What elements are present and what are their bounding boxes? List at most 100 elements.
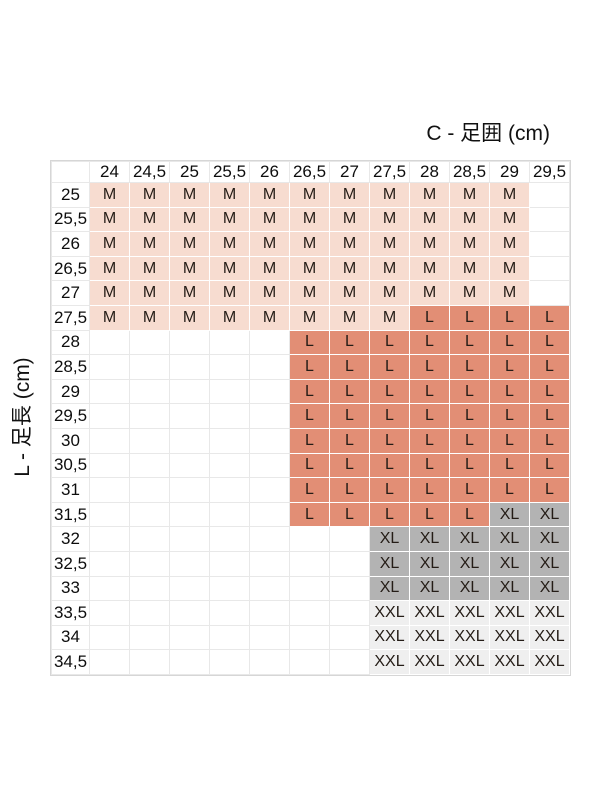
size-cell-empty [129, 354, 170, 380]
size-cell-empty [209, 427, 250, 454]
size-cell-m: M [249, 206, 290, 233]
size-cell-l: L [409, 354, 450, 380]
table-row: 28,5 L L L L L L L [51, 354, 570, 380]
size-cell-empty [129, 600, 170, 626]
size-cell-l: L [489, 378, 530, 405]
size-cell-xl: XL [369, 550, 410, 577]
table-row: 33 XL XL XL XL XL [51, 575, 570, 602]
table-row: 26 M M M M M M M M M M M [51, 231, 570, 257]
size-cell-l: L [489, 477, 530, 503]
corner-cell [51, 161, 90, 183]
size-cell-empty [169, 550, 210, 577]
size-cell-empty [129, 452, 170, 479]
size-cell-l: L [369, 501, 410, 528]
size-cell-xl: XL [489, 550, 530, 577]
table-row: 29,5 L L L L L L L [51, 403, 570, 429]
row-header: 32 [51, 526, 90, 552]
size-cell-l: L [369, 378, 410, 405]
col-header: 25 [169, 161, 210, 183]
size-cell-m: M [369, 231, 410, 257]
size-cell-m: M [89, 206, 130, 233]
table-row: 25 M M M M M M M M M M M [51, 182, 570, 208]
size-cell-xxl: XXL [409, 600, 450, 626]
row-header: 30 [51, 427, 90, 454]
size-cell-l: L [409, 477, 450, 503]
size-cell-xl: XL [529, 526, 570, 552]
size-cell-m: M [369, 280, 410, 306]
size-cell-m: M [209, 206, 250, 233]
size-cell-m: M [409, 231, 450, 257]
size-cell-empty [169, 575, 210, 602]
size-cell-l: L [289, 501, 330, 528]
size-cell-empty [209, 624, 250, 651]
size-cell-m: M [369, 206, 410, 233]
size-cell-l: L [369, 427, 410, 454]
size-cell-empty [249, 378, 290, 405]
table-row: 30,5 L L L L L L L [51, 452, 570, 479]
size-cell-empty [169, 501, 210, 528]
col-header: 26 [249, 161, 290, 183]
size-cell-empty [209, 452, 250, 479]
size-cell-xxl: XXL [369, 624, 410, 651]
size-cell-l: L [289, 403, 330, 429]
size-cell-m: M [289, 206, 330, 233]
size-cell-empty [129, 550, 170, 577]
size-cell-l: L [369, 354, 410, 380]
size-cell-m: M [169, 304, 210, 331]
size-cell-l: L [449, 329, 490, 356]
size-cell-xxl: XXL [529, 649, 570, 675]
size-cell-empty [89, 624, 130, 651]
size-cell-m: M [449, 206, 490, 233]
table-row: 32 XL XL XL XL XL [51, 526, 570, 552]
size-cell-l: L [369, 329, 410, 356]
size-cell-xl: XL [409, 575, 450, 602]
size-cell-xxl: XXL [409, 649, 450, 675]
size-cell-empty [249, 575, 290, 602]
size-cell-empty [249, 526, 290, 552]
size-cell-empty [289, 624, 330, 651]
size-cell-empty [169, 329, 210, 356]
col-header: 27,5 [369, 161, 410, 183]
table-row: 29 L L L L L L L [51, 378, 570, 405]
size-cell-empty [89, 501, 130, 528]
size-cell-empty [249, 550, 290, 577]
size-cell-empty [289, 575, 330, 602]
size-cell-m: M [489, 231, 530, 257]
size-cell-m: M [449, 280, 490, 306]
table-row: 27,5 M M M M M M M M L L L L [51, 304, 570, 331]
size-cell-m: M [369, 304, 410, 331]
size-cell-l: L [409, 452, 450, 479]
size-cell-xl: XL [489, 575, 530, 602]
size-cell-xxl: XXL [409, 624, 450, 651]
size-cell-xl: XL [409, 550, 450, 577]
size-cell-empty [249, 624, 290, 651]
size-cell-m: M [369, 255, 410, 282]
row-header: 31,5 [51, 501, 90, 528]
size-cell-empty [209, 649, 250, 675]
size-cell-m: M [129, 255, 170, 282]
size-cell-l: L [449, 378, 490, 405]
size-cell-empty [249, 649, 290, 675]
size-cell-xl: XL [489, 501, 530, 528]
size-cell-m: M [249, 231, 290, 257]
row-header: 26 [51, 231, 90, 257]
size-cell-empty [529, 231, 570, 257]
row-header: 28 [51, 329, 90, 356]
size-cell-empty [169, 624, 210, 651]
size-cell-empty [209, 477, 250, 503]
table-row: 33,5 XXL XXL XXL XXL XXL [51, 600, 570, 626]
col-header: 24 [89, 161, 130, 183]
size-cell-empty [129, 403, 170, 429]
size-cell-m: M [89, 231, 130, 257]
size-cell-m: M [449, 231, 490, 257]
size-cell-xxl: XXL [529, 624, 570, 651]
col-header: 28,5 [449, 161, 490, 183]
size-cell-empty [289, 526, 330, 552]
size-cell-empty [129, 624, 170, 651]
size-cell-xxl: XXL [489, 624, 530, 651]
size-cell-l: L [489, 304, 530, 331]
row-header: 33,5 [51, 600, 90, 626]
size-cell-empty [129, 427, 170, 454]
size-cell-m: M [409, 182, 450, 208]
size-cell-l: L [329, 378, 370, 405]
